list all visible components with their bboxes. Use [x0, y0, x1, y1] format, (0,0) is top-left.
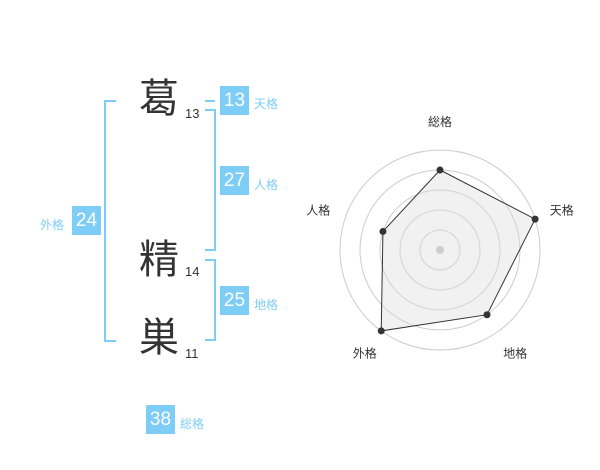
name-char-1: 葛 [139, 76, 179, 122]
radar-ring [339, 149, 541, 351]
tenkaku-label: 天格 [254, 97, 279, 111]
radar-ring [419, 229, 461, 271]
stroke-count-3: 11 [185, 346, 199, 361]
radar-axis-label: 人格 [306, 202, 330, 217]
tenkaku-bracket [205, 100, 215, 102]
stroke-count-2: 14 [185, 264, 200, 279]
gaikaku-bracket [104, 100, 116, 342]
chikaku-label: 地格 [254, 298, 279, 312]
name-char-3: 巣 [139, 315, 179, 361]
gaikaku-value: 24 [72, 206, 101, 235]
tenkaku-value: 13 [220, 86, 249, 115]
chikaku-value: 25 [220, 286, 249, 315]
radar-point [377, 327, 385, 335]
jinkaku-label: 人格 [254, 178, 279, 192]
radar-axis-label: 地格 [503, 346, 527, 361]
stroke-count-1: 13 [185, 106, 200, 121]
name-char-2: 精 [139, 237, 179, 283]
radar-area [380, 169, 536, 332]
soukaku-label: 総格 [180, 417, 205, 431]
radar-ring [399, 209, 481, 291]
jinkaku-bracket [205, 109, 216, 251]
radar-ring [379, 189, 501, 311]
radar-point [483, 311, 491, 319]
radar-point [531, 215, 539, 223]
radar-axis-label: 総格 [428, 114, 452, 129]
chikaku-bracket [205, 259, 216, 341]
radar-point [436, 166, 444, 174]
soukaku-value: 38 [146, 405, 175, 434]
radar-axis-label: 天格 [550, 202, 574, 217]
gaikaku-label: 外格 [40, 218, 65, 232]
radar-axis-label: 外格 [353, 346, 377, 361]
jinkaku-value: 27 [220, 166, 249, 195]
radar-center [436, 246, 444, 254]
radar-point [379, 227, 387, 235]
